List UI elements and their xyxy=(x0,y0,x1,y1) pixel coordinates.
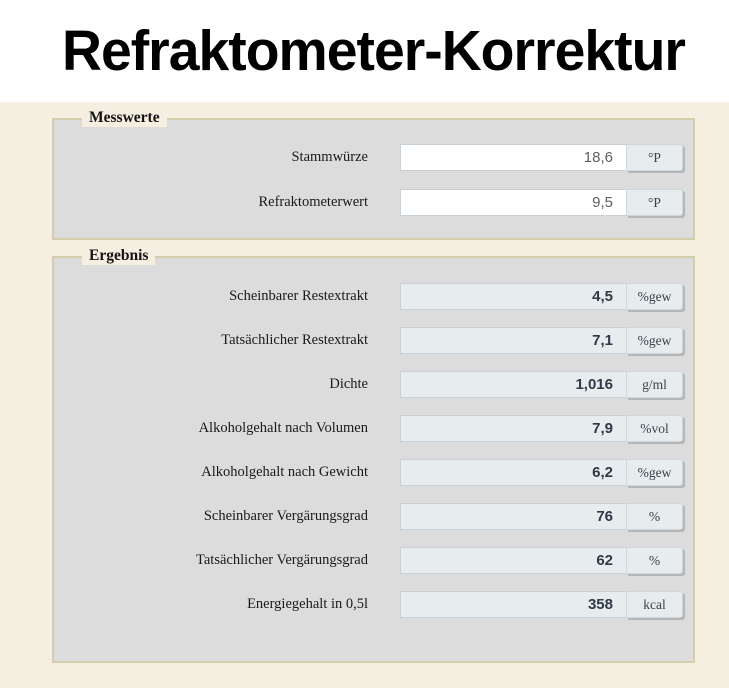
field-tatsaechlicher-restextrakt: 7,1 %gew xyxy=(400,327,683,354)
label-energiegehalt: Energiegehalt in 0,5l xyxy=(247,596,368,612)
unit-scheinbarer-vergaerungsgrad: % xyxy=(626,503,683,530)
label-tatsaechlicher-restextrakt: Tatsächlicher Restextrakt xyxy=(221,332,368,348)
form-row-scheinbarer-vergaerungsgrad: Scheinbarer Vergärungsgrad 76 % xyxy=(54,503,693,530)
panel-ergebnis: Ergebnis Scheinbarer Restextrakt 4,5 %ge… xyxy=(52,247,695,663)
page-header: Refraktometer-Korrektur xyxy=(0,0,729,102)
output-tatsaechlicher-restextrakt: 7,1 xyxy=(400,327,626,354)
form-row-tatsaechlicher-vergaerungsgrad: Tatsächlicher Vergärungsgrad 62 % xyxy=(54,547,693,574)
unit-energiegehalt: kcal xyxy=(626,591,683,618)
panel-legend-messwerte: Messwerte xyxy=(82,109,167,127)
input-refraktometerwert[interactable]: 9,5 xyxy=(400,189,626,216)
form-row-dichte: Dichte 1,016 g/ml xyxy=(54,371,693,398)
field-energiegehalt: 358 kcal xyxy=(400,591,683,618)
label-scheinbarer-restextrakt: Scheinbarer Restextrakt xyxy=(229,288,368,304)
field-tatsaechlicher-vergaerungsgrad: 62 % xyxy=(400,547,683,574)
field-scheinbarer-vergaerungsgrad: 76 % xyxy=(400,503,683,530)
page-body: Messwerte Stammwürze 18,6 °P Refraktomet… xyxy=(0,109,729,663)
unit-refraktometerwert: °P xyxy=(626,189,683,216)
label-scheinbarer-vergaerungsgrad: Scheinbarer Vergärungsgrad xyxy=(203,508,368,524)
label-alkoholgehalt-volumen: Alkoholgehalt nach Volumen xyxy=(198,420,368,436)
form-row-scheinbarer-restextrakt: Scheinbarer Restextrakt 4,5 %gew xyxy=(54,283,693,310)
unit-stammwuerze: °P xyxy=(626,144,683,171)
panel-legend-ergebnis: Ergebnis xyxy=(82,247,156,265)
input-stammwuerze[interactable]: 18,6 xyxy=(400,144,626,171)
field-alkoholgehalt-volumen: 7,9 %vol xyxy=(400,415,683,442)
form-row-stammwuerze: Stammwürze 18,6 °P xyxy=(54,144,693,171)
unit-scheinbarer-restextrakt: %gew xyxy=(626,283,683,310)
label-stammwuerze: Stammwürze xyxy=(291,149,368,165)
field-dichte: 1,016 g/ml xyxy=(400,371,683,398)
panel-messwerte: Messwerte Stammwürze 18,6 °P Refraktomet… xyxy=(52,109,695,240)
label-refraktometerwert: Refraktometerwert xyxy=(258,194,368,210)
form-row-tatsaechlicher-restextrakt: Tatsächlicher Restextrakt 7,1 %gew xyxy=(54,327,693,354)
unit-dichte: g/ml xyxy=(626,371,683,398)
field-alkoholgehalt-gewicht: 6,2 %gew xyxy=(400,459,683,486)
form-row-alkoholgehalt-gewicht: Alkoholgehalt nach Gewicht 6,2 %gew xyxy=(54,459,693,486)
output-alkoholgehalt-gewicht: 6,2 xyxy=(400,459,626,486)
output-energiegehalt: 358 xyxy=(400,591,626,618)
label-alkoholgehalt-gewicht: Alkoholgehalt nach Gewicht xyxy=(201,464,368,480)
unit-tatsaechlicher-restextrakt: %gew xyxy=(626,327,683,354)
field-stammwuerze[interactable]: 18,6 °P xyxy=(400,144,683,171)
unit-alkoholgehalt-gewicht: %gew xyxy=(626,459,683,486)
form-row-alkoholgehalt-volumen: Alkoholgehalt nach Volumen 7,9 %vol xyxy=(54,415,693,442)
form-row-energiegehalt: Energiegehalt in 0,5l 358 kcal xyxy=(54,591,693,618)
form-row-refraktometerwert: Refraktometerwert 9,5 °P xyxy=(54,189,693,216)
output-scheinbarer-restextrakt: 4,5 xyxy=(400,283,626,310)
label-tatsaechlicher-vergaerungsgrad: Tatsächlicher Vergärungsgrad xyxy=(196,552,368,568)
output-scheinbarer-vergaerungsgrad: 76 xyxy=(400,503,626,530)
output-dichte: 1,016 xyxy=(400,371,626,398)
output-alkoholgehalt-volumen: 7,9 xyxy=(400,415,626,442)
unit-tatsaechlicher-vergaerungsgrad: % xyxy=(626,547,683,574)
label-dichte: Dichte xyxy=(329,376,368,392)
page-title: Refraktometer-Korrektur xyxy=(62,18,686,83)
field-scheinbarer-restextrakt: 4,5 %gew xyxy=(400,283,683,310)
output-tatsaechlicher-vergaerungsgrad: 62 xyxy=(400,547,626,574)
panel-body-ergebnis: Scheinbarer Restextrakt 4,5 %gew Tatsäch… xyxy=(54,258,693,661)
unit-alkoholgehalt-volumen: %vol xyxy=(626,415,683,442)
field-refraktometerwert[interactable]: 9,5 °P xyxy=(400,189,683,216)
panel-body-messwerte: Stammwürze 18,6 °P Refraktometerwert 9,5… xyxy=(54,120,693,238)
